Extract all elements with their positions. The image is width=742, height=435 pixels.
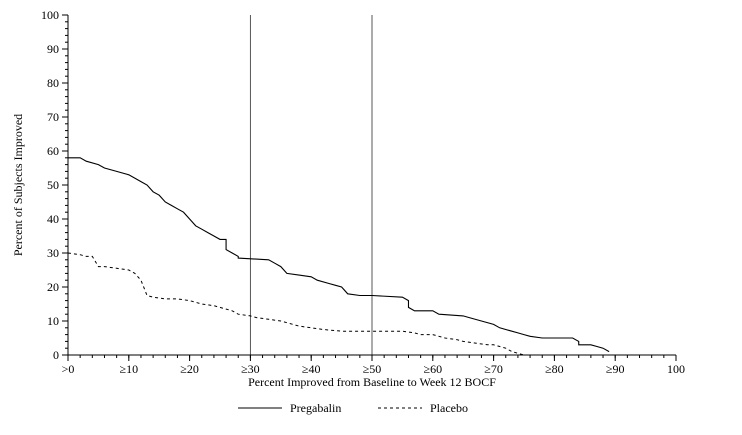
x-tick-label: ≥20 [180, 362, 199, 376]
y-tick-label: 100 [41, 8, 59, 22]
x-tick-label: 100 [667, 362, 685, 376]
x-tick-label: ≥80 [545, 362, 564, 376]
y-tick-label: 90 [47, 42, 59, 56]
x-tick-label: ≥50 [363, 362, 382, 376]
x-tick-label: ≥90 [606, 362, 625, 376]
placebo-line [67, 252, 525, 356]
x-tick-label: ≥10 [120, 362, 139, 376]
y-tick-label: 70 [47, 110, 59, 124]
y-tick-label: 0 [53, 348, 59, 362]
x-tick-label: ≥60 [424, 362, 443, 376]
y-tick-label: 80 [47, 76, 59, 90]
x-tick-label: ≥30 [241, 362, 260, 376]
y-tick-label: 20 [47, 280, 59, 294]
y-tick-label: 40 [47, 212, 59, 226]
legend: Pregabalin Placebo [238, 401, 468, 415]
y-tick-label: 50 [47, 178, 59, 192]
plot-area: >0 ≥10 ≥20 ≥30 ≥40 ≥50 ≥60 ≥70 ≥80 ≥90 100 0 10 20 30 4… [41, 8, 685, 376]
legend-pregabalin-label: Pregabalin [290, 401, 341, 415]
y-tick-label: 10 [47, 314, 59, 328]
pregabalin-line [68, 157, 610, 353]
x-tick-label: ≥70 [484, 362, 503, 376]
y-tick-label: 30 [47, 246, 59, 260]
legend-placebo-label: Placebo [430, 401, 468, 415]
x-tick-label: >0 [62, 362, 75, 376]
x-tick-label: ≥40 [302, 362, 321, 376]
x-axis-title: Percent Improved from Baseline to Week 1… [248, 375, 496, 389]
y-axis-title: Percent of Subjects Improved [11, 114, 25, 256]
y-tick-label: 60 [47, 144, 59, 158]
